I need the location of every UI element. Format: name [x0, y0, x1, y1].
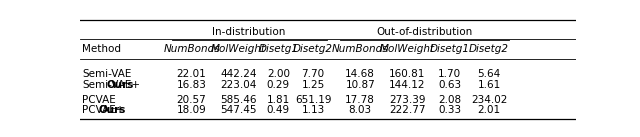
Text: 0.29: 0.29: [267, 80, 290, 90]
Text: Disetg2: Disetg2: [469, 44, 509, 54]
Text: 1.25: 1.25: [301, 80, 324, 90]
Text: 223.04: 223.04: [221, 80, 257, 90]
Text: NumBonds: NumBonds: [163, 44, 220, 54]
Text: 1.13: 1.13: [301, 105, 324, 115]
Text: Ours: Ours: [107, 80, 134, 90]
Text: Semi-VAE+: Semi-VAE+: [83, 80, 141, 90]
Text: Semi-VAE: Semi-VAE: [83, 69, 132, 79]
Text: 1.70: 1.70: [438, 69, 461, 79]
Text: PCVAE: PCVAE: [83, 95, 116, 105]
Text: 651.19: 651.19: [295, 95, 332, 105]
Text: MolWeight: MolWeight: [211, 44, 266, 54]
Text: Disetg2: Disetg2: [293, 44, 333, 54]
Text: PCVAE+: PCVAE+: [83, 105, 125, 115]
Text: 0.33: 0.33: [438, 105, 461, 115]
Text: 442.24: 442.24: [220, 69, 257, 79]
Text: Disetg1: Disetg1: [259, 44, 298, 54]
Text: 2.01: 2.01: [477, 105, 500, 115]
Text: Method: Method: [83, 44, 122, 54]
Text: Disetg1: Disetg1: [429, 44, 470, 54]
Text: 222.77: 222.77: [389, 105, 426, 115]
Text: 17.78: 17.78: [346, 95, 375, 105]
Text: Out-of-distribution: Out-of-distribution: [376, 27, 473, 37]
Text: 8.03: 8.03: [349, 105, 372, 115]
Text: 1.81: 1.81: [267, 95, 290, 105]
Text: 547.45: 547.45: [220, 105, 257, 115]
Text: 234.02: 234.02: [471, 95, 508, 105]
Text: 144.12: 144.12: [389, 80, 426, 90]
Text: 18.09: 18.09: [177, 105, 207, 115]
Text: 5.64: 5.64: [477, 69, 501, 79]
Text: 273.39: 273.39: [389, 95, 426, 105]
Text: 14.68: 14.68: [346, 69, 375, 79]
Text: 20.57: 20.57: [177, 95, 207, 105]
Text: NumBonds: NumBonds: [332, 44, 388, 54]
Text: 2.00: 2.00: [267, 69, 290, 79]
Text: 7.70: 7.70: [301, 69, 324, 79]
Text: 1.61: 1.61: [477, 80, 501, 90]
Text: 0.49: 0.49: [267, 105, 290, 115]
Text: 2.08: 2.08: [438, 95, 461, 105]
Text: 0.63: 0.63: [438, 80, 461, 90]
Text: 22.01: 22.01: [177, 69, 207, 79]
Text: 585.46: 585.46: [220, 95, 257, 105]
Text: 160.81: 160.81: [389, 69, 426, 79]
Text: 16.83: 16.83: [177, 80, 207, 90]
Text: In-distribution: In-distribution: [212, 27, 285, 37]
Text: MolWeight: MolWeight: [380, 44, 435, 54]
Text: Ours: Ours: [99, 105, 126, 115]
Text: 10.87: 10.87: [346, 80, 375, 90]
